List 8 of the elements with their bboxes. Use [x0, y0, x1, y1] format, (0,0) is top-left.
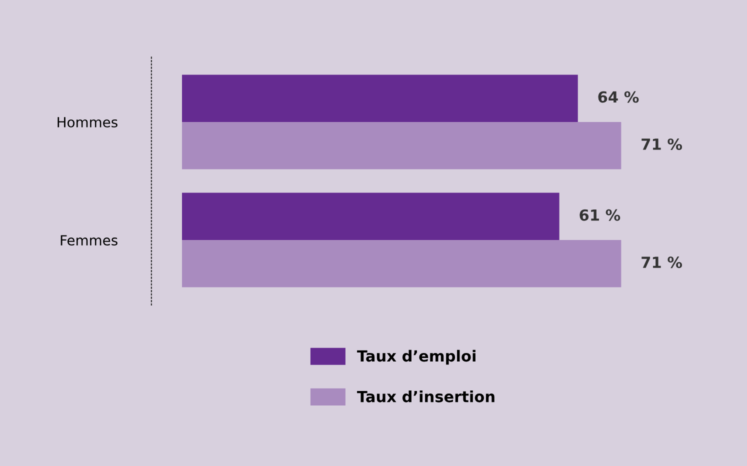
data-label: 64 % [598, 91, 639, 103]
legend-label: Taux d’emploi [357, 350, 476, 365]
y-tick-label: Hommes [58, 117, 118, 128]
data-label: 71 % [642, 256, 682, 268]
y-tick-label: Femmes [60, 235, 118, 246]
legend-label: Taux d’insertion [357, 390, 494, 402]
data-label: 61 % [580, 209, 620, 221]
data-label: 71 % [642, 138, 682, 150]
